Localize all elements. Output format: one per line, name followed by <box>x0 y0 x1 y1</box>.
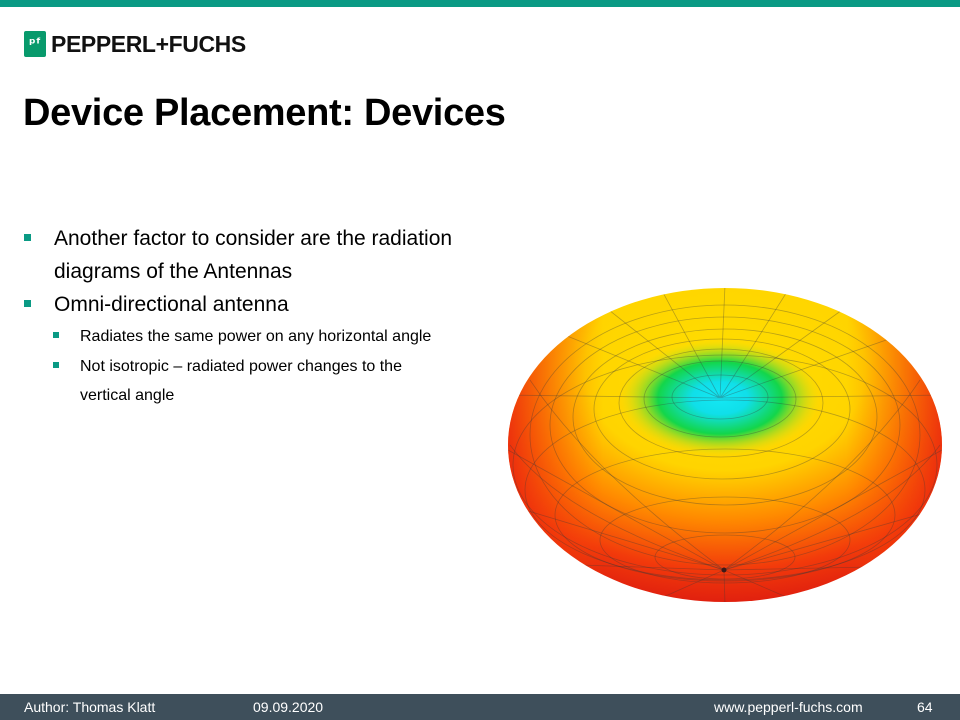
footer-author: Author: Thomas Klatt <box>24 699 156 715</box>
company-logo: ᵖᶠ PEPPERL+FUCHS <box>24 31 246 57</box>
sub-bullet-item: Not isotropic – radiated power changes t… <box>24 352 454 410</box>
sub-bullet-text: Radiates the same power on any horizonta… <box>80 328 432 345</box>
torus-bottom-pole <box>721 567 727 573</box>
slide-footer: Author: Thomas Klatt 09.09.2020 www.pepp… <box>0 694 960 720</box>
square-bullet-icon <box>24 300 31 307</box>
square-bullet-icon <box>53 362 59 368</box>
omni-antenna-radiation-pattern-icon <box>508 288 942 602</box>
square-bullet-icon <box>24 234 31 241</box>
square-bullet-icon <box>53 332 59 338</box>
pepperl-fuchs-logo-icon: ᵖᶠ <box>24 31 46 57</box>
footer-date: 09.09.2020 <box>253 699 324 715</box>
sub-bullet-text: Not isotropic – radiated power changes t… <box>80 358 402 404</box>
footer-page-number: 64 <box>917 699 933 715</box>
footer-website[interactable]: www.pepperl-fuchs.com <box>714 699 863 715</box>
bullet-text: Omni-directional antenna <box>54 293 289 316</box>
top-accent-bar <box>0 0 960 7</box>
logo-text: PEPPERL+FUCHS <box>51 30 246 57</box>
slide-title: Device Placement: Devices <box>23 92 506 134</box>
torus-center-hole <box>620 340 820 456</box>
bullet-list: Another factor to consider are the radia… <box>24 222 454 410</box>
mesh-lines <box>508 288 942 602</box>
bullet-text: Another factor to consider are the radia… <box>54 227 453 283</box>
bullet-item: Another factor to consider are the radia… <box>24 222 454 288</box>
sub-bullet-item: Radiates the same power on any horizonta… <box>24 322 454 351</box>
bullet-item: Omni-directional antenna <box>24 288 454 321</box>
